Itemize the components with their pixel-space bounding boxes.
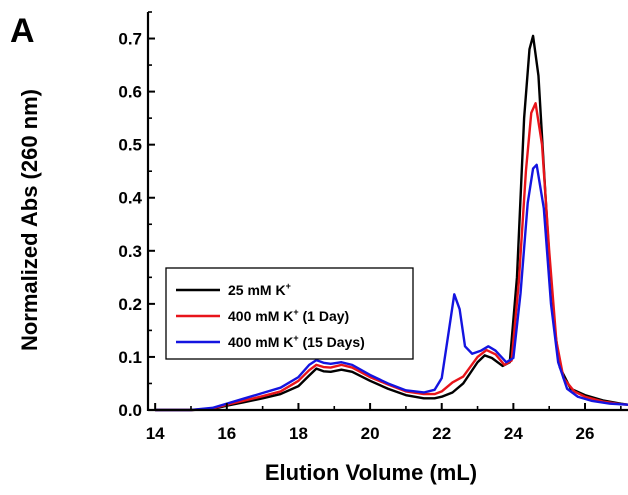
y-tick-label: 0.7 [118, 30, 142, 49]
series-line-2 [155, 102, 628, 412]
legend-box [165, 267, 414, 360]
plot-area: 14 16 18 20 22 24 26 0.0 0.1 0.2 0.3 0.4 0.5 0.6 0.7 [118, 11, 628, 443]
x-ticks: 14 16 18 20 22 24 26 [146, 403, 622, 443]
y-tick-label: 0.3 [118, 242, 142, 261]
y-tick-label: 0.5 [118, 136, 142, 155]
legend-label-3: 400 mM K+ (15 Days) [228, 333, 365, 350]
series-layer [155, 34, 628, 412]
y-ticks: 0.0 0.1 0.2 0.3 0.4 0.5 0.6 0.7 [118, 11, 155, 420]
y-tick-label: 0.0 [118, 401, 142, 420]
y-tick-label: 0.4 [118, 189, 142, 208]
x-tick-label: 26 [576, 424, 595, 443]
x-tick-label: 20 [361, 424, 380, 443]
x-tick-label: 16 [217, 424, 236, 443]
y-axis-title: Normalized Abs (260 nm) [17, 89, 42, 351]
x-tick-label: 24 [504, 424, 523, 443]
x-tick-label: 18 [289, 424, 308, 443]
x-tick-label: 22 [432, 424, 451, 443]
y-tick-label: 0.2 [118, 295, 142, 314]
x-axis-title: Elution Volume (mL) [265, 460, 477, 485]
legend-label-2: 400 mM K+ (1 Day) [228, 307, 349, 324]
panel-label: A [10, 12, 35, 50]
y-tick-label: 0.1 [118, 348, 142, 367]
y-tick-label: 0.6 [118, 83, 142, 102]
x-tick-label: 14 [146, 424, 165, 443]
legend: 25 mM K+ 400 mM K+ (1 Day) 400 mM K+ (15 D… [165, 267, 414, 360]
series-line-3 [155, 163, 628, 412]
legend-label-1: 25 mM K+ [228, 281, 291, 298]
